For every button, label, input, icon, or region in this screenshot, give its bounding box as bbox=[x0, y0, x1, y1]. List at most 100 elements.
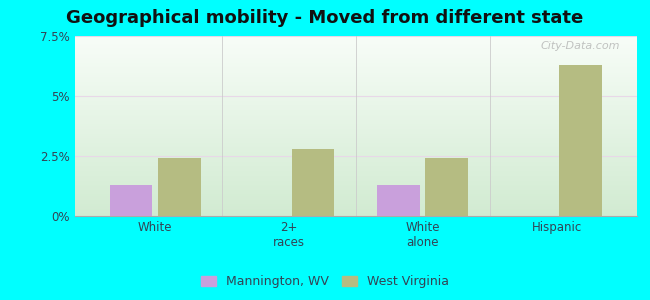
Bar bbox=[75, 60, 650, 61]
Bar bbox=[75, 110, 650, 111]
Bar bbox=[75, 209, 650, 210]
Bar bbox=[75, 99, 650, 100]
Bar bbox=[75, 58, 650, 59]
Bar bbox=[75, 175, 650, 176]
Bar bbox=[75, 151, 650, 152]
Bar bbox=[75, 120, 650, 121]
Bar bbox=[75, 211, 650, 212]
Bar bbox=[75, 123, 650, 124]
Bar bbox=[75, 176, 650, 177]
Bar bbox=[75, 167, 650, 168]
Bar bbox=[75, 134, 650, 135]
Bar bbox=[75, 86, 650, 87]
Bar bbox=[75, 132, 650, 133]
Bar bbox=[75, 154, 650, 155]
Bar bbox=[75, 57, 650, 58]
Bar bbox=[75, 115, 650, 116]
Bar bbox=[75, 182, 650, 183]
Bar bbox=[75, 80, 650, 81]
Bar bbox=[292, 149, 335, 216]
Bar bbox=[75, 119, 650, 120]
Bar bbox=[75, 75, 650, 76]
Bar bbox=[75, 124, 650, 125]
Bar bbox=[75, 56, 650, 57]
Bar bbox=[75, 118, 650, 119]
Bar bbox=[75, 74, 650, 75]
Bar bbox=[75, 136, 650, 137]
Bar bbox=[75, 69, 650, 70]
Bar bbox=[158, 158, 201, 216]
Bar bbox=[75, 52, 650, 53]
Bar bbox=[75, 53, 650, 54]
Bar bbox=[75, 44, 650, 45]
Bar bbox=[560, 65, 602, 216]
Bar bbox=[75, 81, 650, 82]
Bar bbox=[75, 147, 650, 148]
Bar bbox=[75, 156, 650, 157]
Bar bbox=[75, 160, 650, 161]
Bar bbox=[75, 158, 650, 159]
Bar bbox=[75, 139, 650, 140]
Bar bbox=[75, 125, 650, 126]
Bar bbox=[75, 63, 650, 64]
Bar bbox=[75, 193, 650, 194]
Bar bbox=[75, 163, 650, 164]
Bar bbox=[75, 77, 650, 78]
Text: City-Data.com: City-Data.com bbox=[541, 41, 620, 51]
Bar bbox=[75, 152, 650, 153]
Bar bbox=[75, 39, 650, 40]
Bar bbox=[75, 65, 650, 66]
Bar bbox=[75, 50, 650, 51]
Bar bbox=[75, 36, 650, 37]
Bar bbox=[75, 73, 650, 74]
Bar bbox=[75, 127, 650, 128]
Bar bbox=[75, 66, 650, 67]
Bar bbox=[75, 85, 650, 86]
Bar bbox=[75, 189, 650, 190]
Bar bbox=[75, 177, 650, 178]
Bar bbox=[75, 49, 650, 50]
Bar bbox=[75, 83, 650, 84]
Bar bbox=[75, 138, 650, 139]
Bar bbox=[75, 96, 650, 97]
Bar bbox=[75, 180, 650, 181]
Bar bbox=[75, 64, 650, 65]
Bar bbox=[75, 205, 650, 206]
Bar bbox=[75, 166, 650, 167]
Bar bbox=[75, 104, 650, 105]
Bar bbox=[75, 214, 650, 215]
Bar bbox=[75, 183, 650, 184]
Bar bbox=[75, 173, 650, 174]
Bar bbox=[75, 87, 650, 88]
Bar bbox=[75, 196, 650, 197]
Bar bbox=[75, 148, 650, 149]
Bar bbox=[75, 121, 650, 122]
Bar bbox=[75, 102, 650, 103]
Bar bbox=[75, 103, 650, 104]
Bar bbox=[75, 61, 650, 62]
Bar bbox=[75, 200, 650, 201]
Bar bbox=[75, 111, 650, 112]
Bar bbox=[75, 169, 650, 170]
Bar bbox=[75, 146, 650, 147]
Bar bbox=[75, 143, 650, 144]
Bar bbox=[75, 92, 650, 93]
Bar bbox=[75, 130, 650, 131]
Bar bbox=[75, 79, 650, 80]
Bar bbox=[75, 45, 650, 46]
Bar bbox=[75, 204, 650, 205]
Bar bbox=[75, 84, 650, 85]
Bar bbox=[75, 185, 650, 186]
Bar bbox=[75, 202, 650, 203]
Bar bbox=[75, 187, 650, 188]
Bar bbox=[75, 47, 650, 48]
Bar bbox=[75, 197, 650, 198]
Bar bbox=[75, 131, 650, 132]
Bar bbox=[75, 157, 650, 158]
Bar bbox=[75, 201, 650, 202]
Bar bbox=[75, 91, 650, 92]
Bar bbox=[75, 129, 650, 130]
Bar bbox=[75, 203, 650, 204]
Bar bbox=[75, 70, 650, 71]
Bar bbox=[75, 88, 650, 89]
